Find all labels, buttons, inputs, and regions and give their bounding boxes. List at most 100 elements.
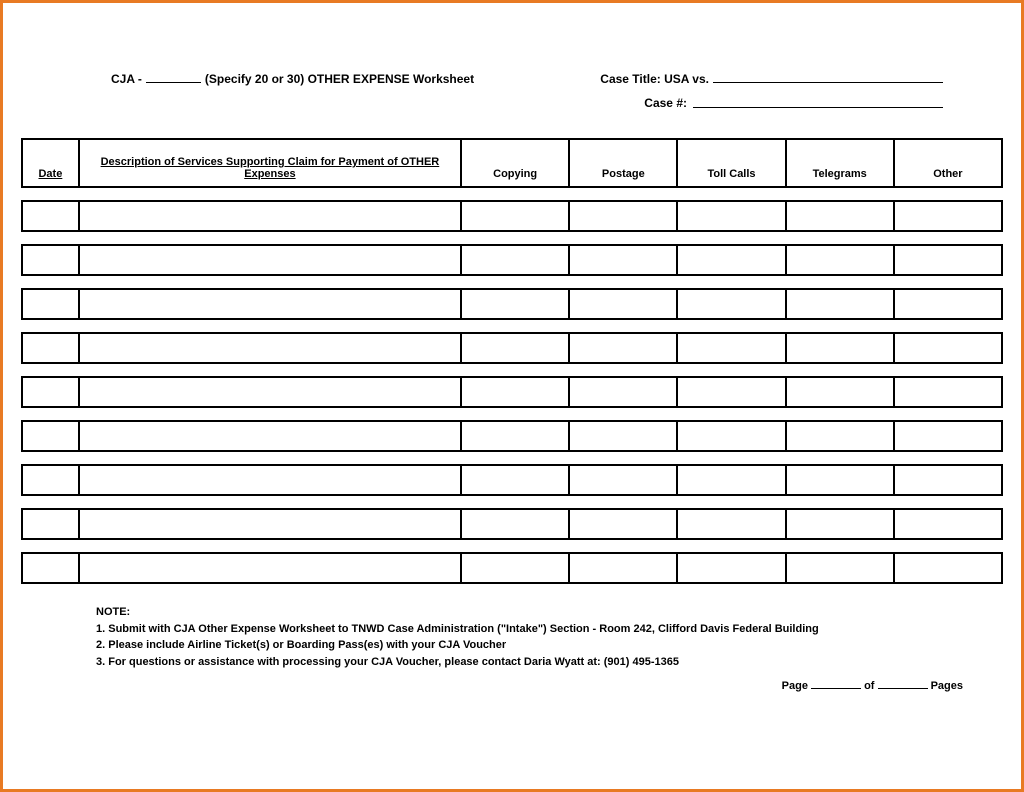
data-cell[interactable] (569, 289, 677, 319)
page-frame: CJA - (Specify 20 or 30) OTHER EXPENSE W… (0, 0, 1024, 792)
table-row (21, 376, 1003, 408)
data-cell[interactable] (79, 201, 461, 231)
page-label: Page (782, 680, 808, 692)
data-rows-area (21, 200, 1003, 584)
header-row-1: CJA - (Specify 20 or 30) OTHER EXPENSE W… (51, 71, 973, 86)
data-cell[interactable] (786, 245, 894, 275)
data-cell[interactable] (22, 333, 79, 363)
data-cell[interactable] (461, 553, 569, 583)
data-cell[interactable] (79, 333, 461, 363)
col-header-telegrams: Telegrams (786, 139, 894, 187)
title-prefix: CJA - (111, 72, 142, 86)
header-area: CJA - (Specify 20 or 30) OTHER EXPENSE W… (21, 21, 1003, 138)
data-cell[interactable] (461, 465, 569, 495)
data-cell[interactable] (677, 201, 785, 231)
data-cell[interactable] (79, 245, 461, 275)
title-suffix: (Specify 20 or 30) OTHER EXPENSE Workshe… (205, 72, 474, 86)
data-cell[interactable] (786, 377, 894, 407)
data-cell[interactable] (79, 421, 461, 451)
case-title-label: Case Title: USA vs. (600, 72, 709, 86)
data-cell[interactable] (461, 289, 569, 319)
col-header-date: Date (22, 139, 79, 187)
data-cell[interactable] (569, 465, 677, 495)
page-total-blank[interactable] (878, 678, 928, 689)
case-title-area: Case Title: USA vs. (600, 71, 973, 86)
of-label: of (864, 680, 874, 692)
data-cell[interactable] (786, 201, 894, 231)
data-cell[interactable] (79, 553, 461, 583)
data-cell[interactable] (461, 201, 569, 231)
pages-label: Pages (931, 680, 963, 692)
data-cell[interactable] (894, 465, 1002, 495)
page-number-blank[interactable] (811, 678, 861, 689)
case-title-blank[interactable] (713, 71, 943, 83)
col-header-postage: Postage (569, 139, 677, 187)
data-cell[interactable] (569, 201, 677, 231)
worksheet: CJA - (Specify 20 or 30) OTHER EXPENSE W… (21, 21, 1003, 771)
data-cell[interactable] (786, 553, 894, 583)
data-cell[interactable] (22, 421, 79, 451)
col-header-description: Description of Services Supporting Claim… (79, 139, 461, 187)
data-cell[interactable] (894, 201, 1002, 231)
data-cell[interactable] (79, 289, 461, 319)
data-cell[interactable] (22, 245, 79, 275)
data-cell[interactable] (894, 553, 1002, 583)
data-cell[interactable] (786, 421, 894, 451)
table-row (21, 508, 1003, 540)
data-cell[interactable] (677, 553, 785, 583)
data-cell[interactable] (677, 509, 785, 539)
data-cell[interactable] (894, 509, 1002, 539)
data-cell[interactable] (22, 289, 79, 319)
notes-area: NOTE: 1. Submit with CJA Other Expense W… (21, 596, 1003, 670)
data-cell[interactable] (786, 465, 894, 495)
col-header-other: Other (894, 139, 1002, 187)
data-cell[interactable] (79, 509, 461, 539)
note-3: 3. For questions or assistance with proc… (96, 654, 973, 671)
case-number-blank[interactable] (693, 96, 943, 108)
data-cell[interactable] (461, 509, 569, 539)
data-cell[interactable] (569, 245, 677, 275)
table-row (21, 464, 1003, 496)
data-cell[interactable] (677, 465, 785, 495)
table-row (21, 332, 1003, 364)
data-cell[interactable] (894, 289, 1002, 319)
data-cell[interactable] (569, 333, 677, 363)
header-row-2: Case #: (51, 96, 973, 110)
data-cell[interactable] (786, 333, 894, 363)
data-cell[interactable] (569, 509, 677, 539)
data-cell[interactable] (22, 201, 79, 231)
table-row (21, 244, 1003, 276)
table-row (21, 288, 1003, 320)
cja-number-blank[interactable] (146, 71, 201, 83)
table-row (21, 552, 1003, 584)
data-cell[interactable] (677, 421, 785, 451)
data-cell[interactable] (569, 421, 677, 451)
data-cell[interactable] (22, 465, 79, 495)
data-cell[interactable] (79, 377, 461, 407)
data-cell[interactable] (461, 421, 569, 451)
data-cell[interactable] (894, 333, 1002, 363)
data-cell[interactable] (786, 509, 894, 539)
data-cell[interactable] (461, 245, 569, 275)
data-cell[interactable] (22, 509, 79, 539)
data-cell[interactable] (677, 245, 785, 275)
data-cell[interactable] (461, 377, 569, 407)
data-cell[interactable] (677, 377, 785, 407)
data-cell[interactable] (569, 377, 677, 407)
notes-heading: NOTE: (96, 604, 973, 621)
note-2: 2. Please include Airline Ticket(s) or B… (96, 637, 973, 654)
data-cell[interactable] (22, 377, 79, 407)
data-cell[interactable] (786, 289, 894, 319)
data-cell[interactable] (894, 377, 1002, 407)
data-cell[interactable] (79, 465, 461, 495)
data-cell[interactable] (22, 553, 79, 583)
data-cell[interactable] (894, 421, 1002, 451)
table-row (21, 200, 1003, 232)
data-cell[interactable] (461, 333, 569, 363)
data-cell[interactable] (677, 289, 785, 319)
data-cell[interactable] (677, 333, 785, 363)
data-cell[interactable] (569, 553, 677, 583)
table-header: Date Description of Services Supporting … (21, 138, 1003, 188)
col-header-toll-calls: Toll Calls (677, 139, 785, 187)
data-cell[interactable] (894, 245, 1002, 275)
